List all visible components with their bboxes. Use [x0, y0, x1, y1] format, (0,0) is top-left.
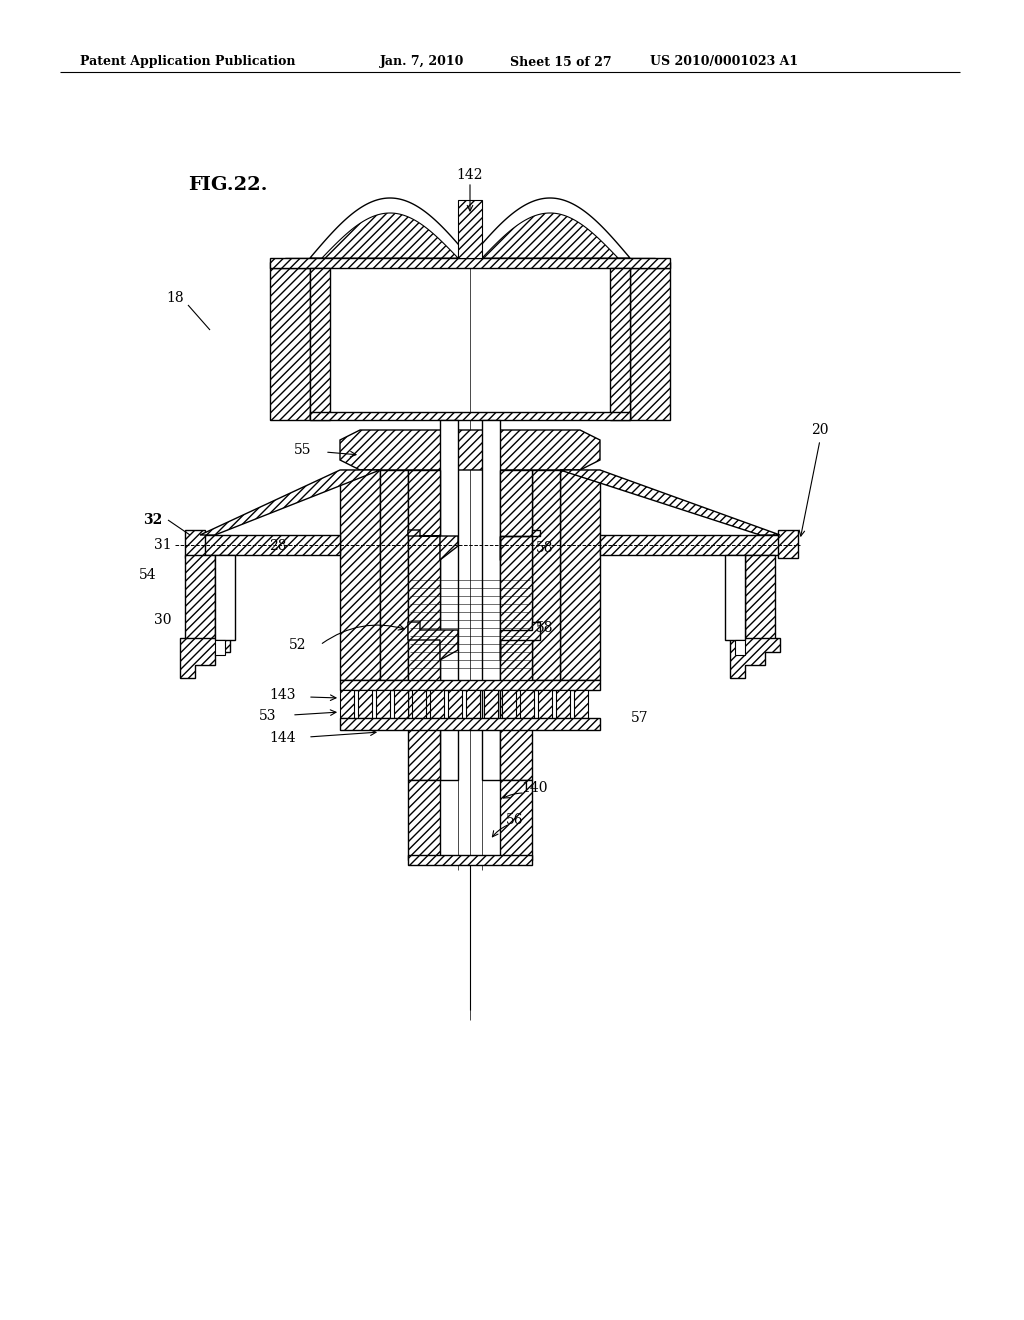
Polygon shape — [600, 535, 780, 554]
Polygon shape — [340, 690, 354, 718]
Polygon shape — [340, 470, 380, 680]
Polygon shape — [215, 554, 234, 640]
Polygon shape — [449, 690, 462, 718]
Polygon shape — [500, 780, 532, 861]
Polygon shape — [520, 690, 534, 718]
Text: Sheet 15 of 27: Sheet 15 of 27 — [510, 55, 611, 69]
Polygon shape — [270, 257, 670, 268]
Polygon shape — [358, 690, 372, 718]
Polygon shape — [430, 690, 444, 718]
Polygon shape — [502, 690, 516, 718]
Text: 28: 28 — [269, 539, 287, 553]
Text: 20: 20 — [811, 422, 828, 437]
Polygon shape — [560, 470, 600, 680]
Polygon shape — [630, 268, 670, 420]
Polygon shape — [270, 257, 310, 268]
Polygon shape — [310, 412, 630, 420]
Polygon shape — [745, 554, 775, 649]
Polygon shape — [735, 640, 745, 655]
Text: 30: 30 — [155, 612, 172, 627]
Text: 18: 18 — [166, 290, 184, 305]
Polygon shape — [630, 257, 670, 268]
Polygon shape — [500, 470, 532, 780]
Text: FIG.22.: FIG.22. — [188, 176, 267, 194]
Polygon shape — [482, 420, 500, 780]
Text: 57: 57 — [631, 711, 649, 725]
Polygon shape — [180, 638, 230, 678]
Polygon shape — [458, 201, 482, 257]
Text: 54: 54 — [139, 568, 157, 582]
Polygon shape — [376, 690, 390, 718]
Polygon shape — [340, 430, 600, 470]
Polygon shape — [185, 531, 205, 558]
Polygon shape — [484, 690, 498, 718]
Polygon shape — [440, 420, 458, 780]
Text: 55: 55 — [294, 444, 311, 457]
Polygon shape — [500, 622, 540, 660]
Polygon shape — [412, 690, 426, 718]
Text: Jan. 7, 2010: Jan. 7, 2010 — [380, 55, 464, 69]
Polygon shape — [725, 554, 745, 640]
Text: 53: 53 — [259, 709, 276, 723]
Polygon shape — [340, 718, 600, 730]
Polygon shape — [556, 690, 570, 718]
Text: 58: 58 — [537, 541, 554, 554]
Polygon shape — [340, 680, 600, 690]
Polygon shape — [574, 690, 588, 718]
Text: 58: 58 — [537, 620, 554, 635]
Polygon shape — [500, 531, 540, 560]
Polygon shape — [270, 268, 310, 420]
Polygon shape — [538, 690, 552, 718]
Polygon shape — [730, 638, 780, 678]
Text: 52: 52 — [289, 638, 307, 652]
Text: 143: 143 — [269, 688, 296, 702]
Text: Patent Application Publication: Patent Application Publication — [80, 55, 296, 69]
Polygon shape — [408, 622, 458, 660]
Polygon shape — [380, 470, 408, 680]
Polygon shape — [215, 640, 225, 655]
Text: 31: 31 — [155, 539, 172, 552]
Polygon shape — [185, 554, 215, 649]
Text: 56: 56 — [506, 813, 523, 828]
Polygon shape — [532, 470, 560, 680]
Polygon shape — [322, 213, 618, 257]
Text: 142: 142 — [457, 168, 483, 182]
Polygon shape — [394, 690, 408, 718]
Polygon shape — [310, 198, 630, 257]
Text: US 2010/0001023 A1: US 2010/0001023 A1 — [650, 55, 798, 69]
Text: 144: 144 — [269, 731, 296, 744]
Polygon shape — [408, 855, 532, 865]
Polygon shape — [610, 268, 630, 420]
Text: 32: 32 — [143, 513, 163, 527]
Polygon shape — [200, 470, 380, 535]
Text: 140: 140 — [522, 781, 548, 795]
Polygon shape — [310, 268, 330, 420]
Polygon shape — [466, 690, 480, 718]
Polygon shape — [778, 531, 798, 558]
Polygon shape — [408, 531, 458, 560]
Polygon shape — [408, 780, 440, 861]
Polygon shape — [408, 470, 440, 780]
Polygon shape — [560, 470, 780, 535]
Polygon shape — [200, 535, 340, 554]
